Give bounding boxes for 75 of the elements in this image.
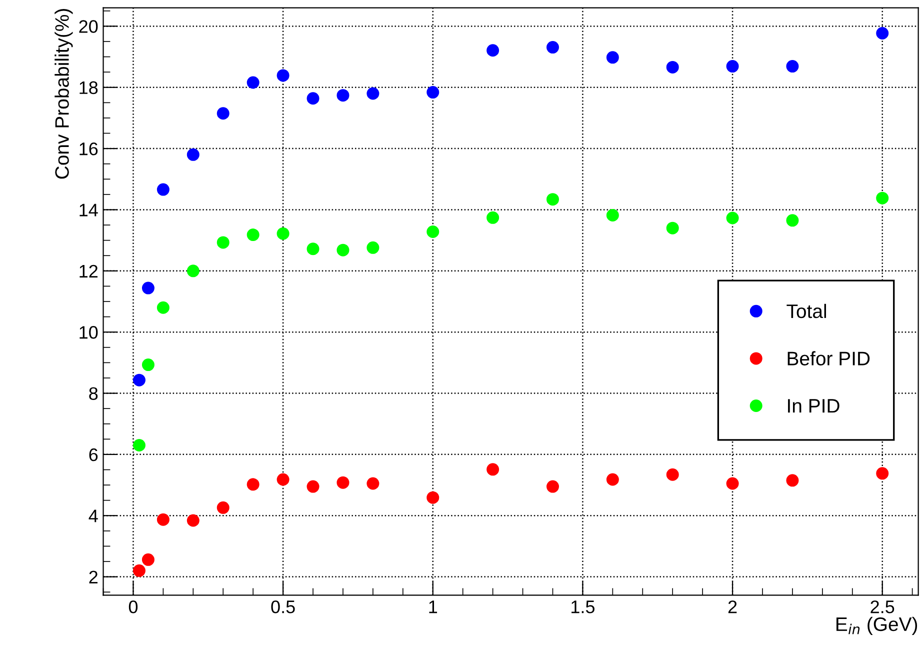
point [276, 473, 290, 486]
x-axis-title: E$_{in}$ (GeV) [836, 616, 918, 635]
legend-label: Total [786, 304, 826, 318]
point [606, 208, 619, 222]
point [306, 242, 320, 256]
point [486, 44, 500, 57]
legend-label: In PID [788, 399, 840, 413]
point [786, 474, 799, 487]
point [666, 468, 679, 481]
point [156, 301, 170, 314]
x-tick-label: 2.5 [870, 600, 894, 614]
point [876, 192, 889, 204]
point [276, 227, 290, 240]
point [876, 467, 889, 480]
point [726, 60, 739, 73]
point [426, 86, 440, 99]
point [246, 228, 260, 242]
point [306, 92, 320, 105]
point [216, 107, 230, 120]
point [726, 477, 739, 490]
point [132, 374, 146, 386]
y-tick-label: 18 [80, 81, 98, 94]
point [666, 60, 679, 74]
point [786, 214, 799, 227]
point [336, 244, 350, 256]
point [142, 358, 154, 372]
legend-label: Befor PID [788, 351, 870, 366]
point [186, 264, 200, 278]
y-tick-label: 2 [89, 570, 98, 584]
point [366, 87, 380, 100]
point [336, 89, 350, 102]
y-tick-label: 14 [80, 204, 98, 216]
point [546, 193, 559, 206]
point [216, 501, 230, 514]
y-tick-label: 4 [88, 510, 98, 522]
y-tick-label: 20 [79, 20, 98, 33]
x-tick-label: 0 [128, 600, 138, 614]
point [156, 513, 170, 526]
point [426, 226, 440, 238]
point [132, 439, 146, 452]
y-axis-title: Conv Probability(%) [54, 9, 73, 179]
y-tick-label: 16 [80, 142, 98, 156]
point [186, 514, 200, 527]
point [546, 41, 559, 54]
point [246, 76, 260, 89]
point [366, 477, 380, 490]
point [142, 282, 154, 294]
y-tick-label: 6 [89, 448, 98, 462]
y-tick-label: 8 [89, 387, 98, 400]
y-tick-label: 12 [80, 264, 98, 278]
point [666, 222, 679, 234]
y-tick-label: 10 [80, 326, 98, 339]
x-tick-label: 1 [429, 600, 438, 614]
point [426, 491, 440, 504]
point [156, 183, 170, 196]
point [366, 241, 380, 254]
point [876, 26, 889, 40]
point [606, 51, 619, 64]
point [186, 148, 200, 161]
point [606, 473, 619, 486]
point [142, 553, 154, 566]
point [546, 480, 559, 493]
point [246, 478, 260, 491]
point [786, 60, 799, 73]
x-tick-label: 0.5 [271, 600, 295, 614]
x-tick-label: 2 [728, 600, 737, 614]
point [336, 476, 350, 489]
point [486, 463, 500, 476]
point [486, 211, 500, 224]
point [726, 212, 739, 224]
point [276, 69, 290, 82]
point [216, 236, 230, 249]
x-tick-label: 1.5 [572, 600, 594, 614]
point [132, 564, 146, 577]
point [306, 480, 320, 493]
